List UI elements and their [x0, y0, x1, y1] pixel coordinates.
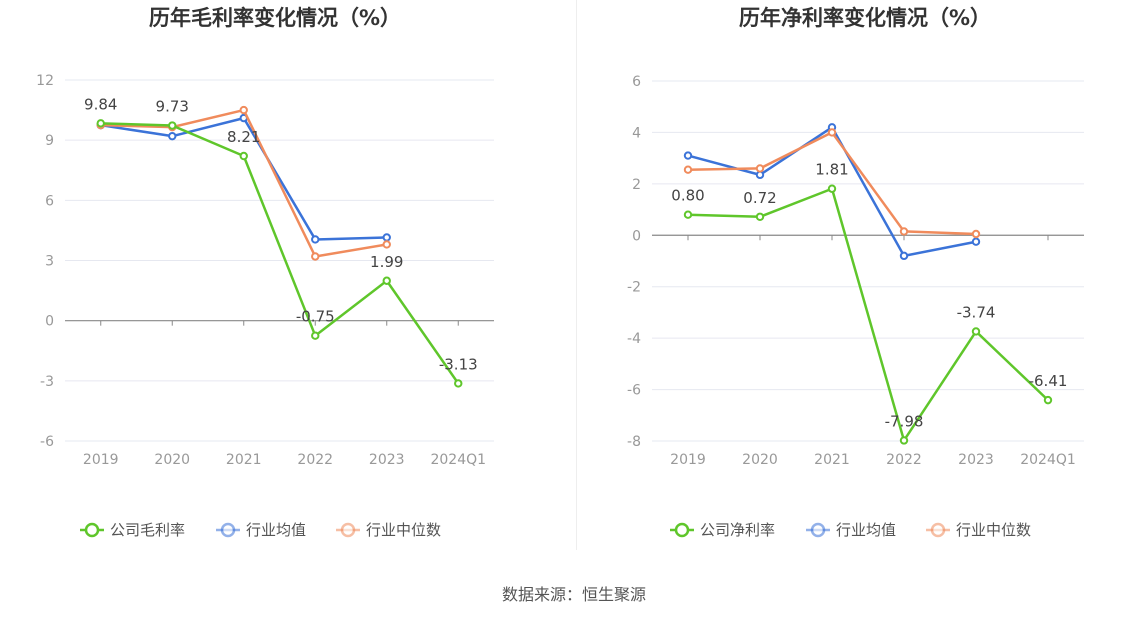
y-tick-label: -8	[627, 434, 641, 450]
x-tick-label: 2023	[958, 452, 994, 468]
y-tick-label: 4	[632, 125, 641, 141]
x-tick-label: 2021	[814, 452, 850, 468]
data-point	[96, 119, 105, 128]
legend-marker	[220, 522, 236, 538]
data-point	[382, 276, 391, 285]
data-point	[827, 184, 837, 193]
series-line	[100, 122, 460, 385]
y-tick-label: 9	[45, 133, 54, 149]
y-tick-label: -4	[627, 331, 641, 347]
y-tick-label: -3	[40, 374, 54, 390]
x-tick-label: 2023	[369, 452, 405, 468]
data-point	[683, 165, 693, 174]
legend-label: 行业中位数	[956, 521, 1031, 539]
data-label: 0.80	[671, 187, 704, 205]
data-point	[683, 210, 693, 219]
data-label: -6.41	[1029, 372, 1068, 390]
y-tick-label: -6	[627, 383, 641, 399]
y-tick-label: 12	[36, 73, 54, 89]
y-tick-label: 3	[45, 254, 54, 270]
data-point	[971, 229, 981, 239]
legend-marker	[810, 522, 826, 538]
chart-divider	[576, 0, 577, 550]
x-tick-label: 2020	[742, 452, 778, 468]
x-tick-label: 2022	[297, 452, 333, 468]
series-line	[687, 187, 1049, 442]
legend-marker	[930, 522, 946, 538]
data-point	[683, 151, 693, 160]
data-point	[899, 227, 909, 236]
y-tick-label: 0	[632, 228, 641, 244]
legend-label: 公司净利率	[700, 521, 775, 539]
data-point	[755, 212, 765, 221]
chart-title-gross-margin: 历年毛利率变化情况（%）	[148, 6, 402, 30]
x-tick-label: 2019	[670, 452, 706, 468]
y-tick-label: -6	[40, 434, 54, 450]
y-tick-label: 2	[632, 177, 641, 193]
x-tick-label: 2020	[154, 452, 190, 468]
x-tick-label: 2022	[886, 452, 922, 468]
data-label: 9.84	[84, 95, 117, 113]
legend-marker	[674, 522, 690, 538]
x-tick-label: 2019	[83, 452, 119, 468]
legend-label: 行业均值	[836, 521, 896, 539]
data-point	[1043, 395, 1053, 405]
data-point	[454, 379, 463, 388]
data-label: -0.75	[296, 308, 335, 326]
legend-label: 行业中位数	[366, 521, 441, 539]
x-tick-label: 2024Q1	[430, 452, 486, 468]
net-margin-chart: -8 -6 -4 -2 0 2 4 6 2019 2020 2021 2022 2023 2024Q1 0.…	[627, 74, 1084, 539]
data-point	[971, 237, 981, 246]
data-point	[168, 121, 177, 130]
data-label: 1.99	[370, 253, 403, 271]
data-point	[899, 251, 909, 261]
data-point	[311, 235, 320, 244]
chart-title-net-margin: 历年净利率变化情况（%）	[738, 6, 992, 30]
data-label: -3.74	[957, 303, 996, 321]
data-point	[382, 240, 391, 249]
data-point	[755, 164, 765, 173]
legend-marker	[84, 522, 100, 538]
data-source-note: 数据来源：恒生聚源	[501, 585, 646, 604]
y-tick-label: 0	[45, 314, 54, 330]
data-point	[239, 151, 248, 161]
data-point	[899, 436, 909, 445]
y-tick-label: 6	[45, 193, 54, 209]
x-tick-label: 2021	[226, 452, 262, 468]
data-point	[239, 105, 248, 115]
legend-label: 行业均值	[246, 521, 306, 539]
data-label: 1.81	[815, 161, 848, 179]
legend-label: 公司毛利率	[110, 521, 185, 539]
data-label: -3.13	[439, 355, 478, 373]
data-point	[827, 128, 837, 137]
data-label: 9.73	[156, 98, 189, 116]
y-tick-label: 6	[632, 74, 641, 90]
gross-margin-chart: -6 -3 0 3 6 9 12 2019 2020 2021 2022 2023 2024Q1 9.84…	[36, 73, 494, 539]
y-tick-label: -2	[627, 280, 641, 296]
data-point	[311, 331, 320, 340]
x-tick-label: 2024Q1	[1020, 452, 1076, 468]
data-point	[971, 327, 981, 336]
data-point	[168, 131, 177, 141]
data-label: 0.72	[743, 189, 776, 207]
data-label: -7.98	[885, 412, 924, 430]
legend-marker	[340, 522, 356, 538]
data-label: 8.21	[227, 128, 260, 146]
series-line	[687, 131, 977, 236]
data-point	[311, 252, 320, 261]
